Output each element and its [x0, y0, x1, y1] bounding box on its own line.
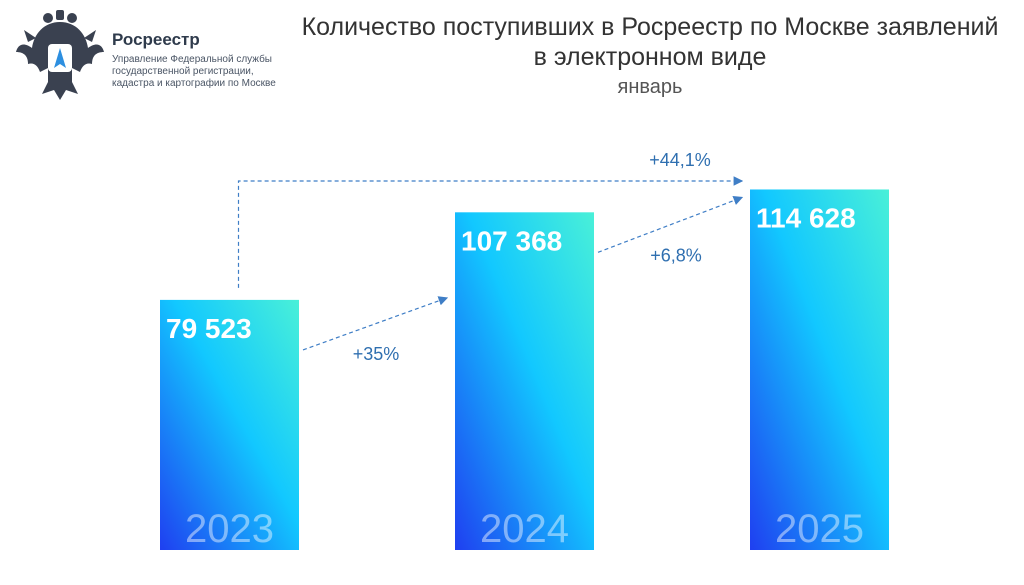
- growth-arrow-2024-2025: [597, 195, 744, 253]
- growth-label-2023-2025: +44,1%: [649, 150, 711, 170]
- page-title: Количество поступивших в Росреестр по Мо…: [301, 13, 999, 71]
- rosreestr-emblem-icon: [14, 8, 106, 104]
- year-label-2024: 2024: [480, 507, 569, 551]
- brand-block: Росреестр Управление Федеральной службы …: [112, 30, 292, 90]
- growth-arrow-2023-2024: [302, 296, 449, 351]
- value-label-2025: 114 628: [756, 202, 856, 233]
- year-label-2023: 2023: [185, 507, 274, 551]
- org-name: Росреестр: [112, 30, 200, 49]
- page-subtitle: январь: [617, 76, 683, 98]
- value-label-2023: 79 523: [166, 313, 252, 344]
- org-subtitle: Управление Федеральной службы государств…: [112, 54, 276, 89]
- bar-2024: [455, 212, 594, 551]
- growth-label-2024-2025: +6,8%: [650, 245, 702, 265]
- value-label-2024: 107 368: [461, 225, 562, 256]
- growth-label-2023-2024: +35%: [353, 344, 400, 364]
- bar-2023: [160, 299, 299, 550]
- year-label-2025: 2025: [775, 507, 864, 551]
- growth-arrow-2023-2025: [237, 176, 744, 288]
- bar-2025: [750, 189, 889, 551]
